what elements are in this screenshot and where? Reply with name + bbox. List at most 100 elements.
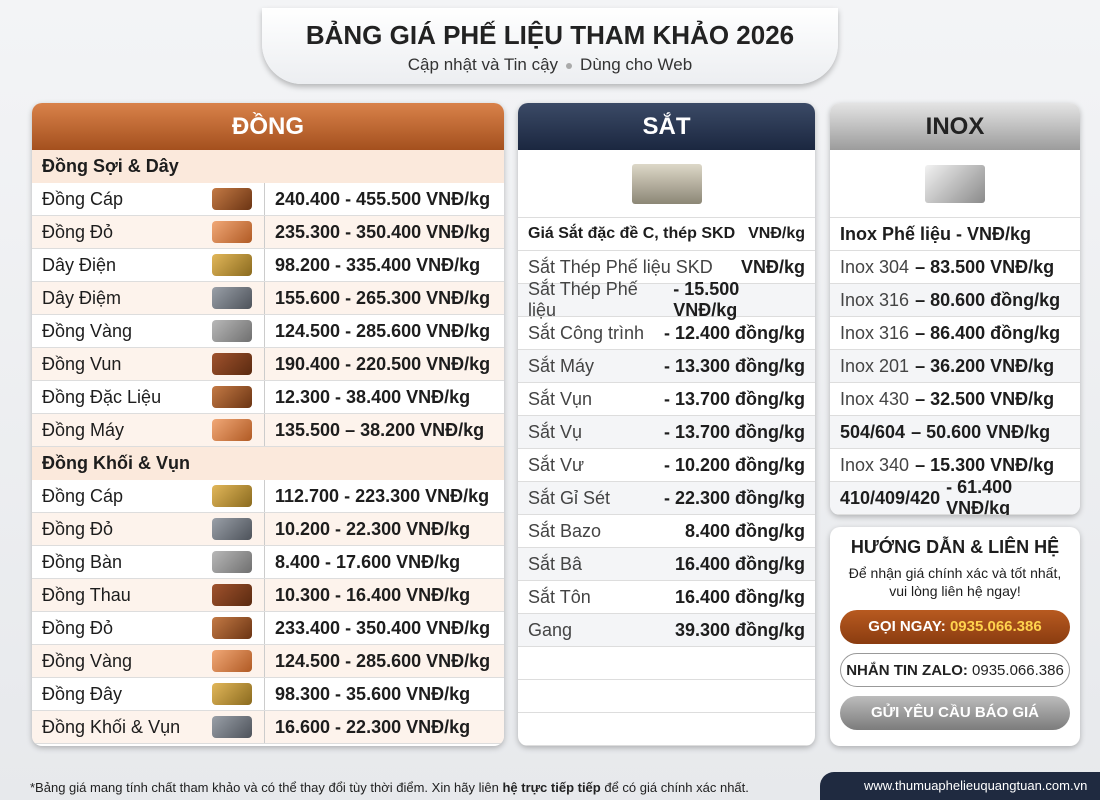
price-row: Đồng Máy 135.500 – 38.200 VNĐ/kg <box>32 414 504 447</box>
item-name: Đồng Đây <box>42 683 123 704</box>
empty-row <box>518 713 815 746</box>
item-icon <box>212 221 252 243</box>
price-row: Đồng Thau 10.300 - 16.400 VNĐ/kg <box>32 579 504 612</box>
item-icon <box>212 254 252 276</box>
item-name: Đồng Đặc Liệu <box>42 386 162 407</box>
price-row: Inox 201– 36.200 VNĐ/kg <box>830 350 1080 383</box>
contact-title: HƯỚNG DẪN & LIÊN HỆ <box>850 537 1060 557</box>
item-name: Sắt Vụn <box>528 388 593 409</box>
zalo-button[interactable]: NHẮN TIN ZALO: 0935.066.386 <box>840 653 1070 688</box>
item-name: Sắt Vư <box>528 454 585 475</box>
item-icon <box>212 320 252 342</box>
item-name: Sắt Bazo <box>528 520 602 541</box>
price-row: Inox 304– 83.500 VNĐ/kg <box>830 251 1080 284</box>
item-name: Sắt Gỉ Sét <box>528 487 611 508</box>
item-name: Sắt Công trình <box>528 322 645 343</box>
empty-row <box>518 680 815 713</box>
item-price: – 80.600 đồng/kg <box>915 289 1061 310</box>
item-price: - 12.400 đồng/kg <box>663 322 805 343</box>
price-row: Dây Điệm 155.600 - 265.300 VNĐ/kg <box>32 282 504 315</box>
item-icon <box>212 287 252 309</box>
item-name: Inox 304 <box>840 256 910 277</box>
panel-title: ĐỒNG <box>32 103 504 150</box>
name-cell: Đồng Đỏ <box>42 216 265 248</box>
item-name: Dây Điện <box>42 254 117 275</box>
quote-button[interactable]: GỬI YÊU CẦU BÁO GIÁ <box>840 696 1070 731</box>
price-row: Sắt Bâ 16.400 đồng/kg <box>518 548 815 581</box>
price-row: Sắt Thép Phế liệu SKD VNĐ/kg <box>518 251 815 284</box>
item-price: - 10.200 đồng/kg <box>663 454 805 475</box>
item-price: 98.200 - 335.400 VNĐ/kg <box>275 254 481 275</box>
name-cell: Đồng Vàng <box>42 645 265 677</box>
item-price: VNĐ/kg <box>740 256 805 277</box>
item-price: 10.200 - 22.300 VNĐ/kg <box>275 518 471 539</box>
table-heading: Inox Phế liệu - VNĐ/kg <box>830 218 1080 251</box>
item-price: 98.300 - 35.600 VNĐ/kg <box>275 683 471 704</box>
website-link[interactable]: www.thumuaphelieuquangtuan.com.vn <box>820 772 1100 800</box>
price-row: Inox 430– 32.500 VNĐ/kg <box>830 383 1080 416</box>
item-price: 135.500 – 38.200 VNĐ/kg <box>275 419 485 440</box>
zalo-label: NHẮN TIN ZALO: <box>846 662 968 680</box>
call-phone: 0935.066.386 <box>949 618 1042 636</box>
price-row: Sắt Bazo 8.400 đồng/kg <box>518 515 815 548</box>
item-price: – 36.200 VNĐ/kg <box>915 355 1055 376</box>
item-name: 504/604 <box>840 421 906 442</box>
item-price: 235.300 - 350.400 VNĐ/kg <box>275 221 491 242</box>
item-name: Inox 316 <box>840 322 910 343</box>
panel-title: SẮT <box>518 103 815 150</box>
section-heading: Đồng Sợi & Dây <box>32 150 504 183</box>
item-price: 155.600 - 265.300 VNĐ/kg <box>275 287 491 308</box>
item-price: 233.400 - 350.400 VNĐ/kg <box>275 617 491 638</box>
item-name: Đồng Thau <box>42 584 131 605</box>
item-name: Sắt Thép Phế liệu SKD <box>528 256 713 277</box>
item-name: Đồng Cáp <box>42 485 124 506</box>
item-name: Đồng Máy <box>42 419 125 440</box>
heading-unit: VNĐ/kg <box>748 225 805 242</box>
price-row: Đồng Vàng 124.500 - 285.600 VNĐ/kg <box>32 315 504 348</box>
price-row: Sắt Tôn 16.400 đồng/kg <box>518 581 815 614</box>
price-row: Sắt Gỉ Sét - 22.300 đồng/kg <box>518 482 815 515</box>
item-price: - 15.500 VNĐ/kg <box>673 279 740 320</box>
price-row: Inox 316– 86.400 đồng/kg <box>830 317 1080 350</box>
price-row: Đồng Cáp 112.700 - 223.300 VNĐ/kg <box>32 480 504 513</box>
item-name: Inox 201 <box>840 355 910 376</box>
item-icon <box>212 551 252 573</box>
item-price: 16.400 đồng/kg <box>674 586 805 607</box>
call-button[interactable]: GỌI NGAY: 0935.066.386 <box>840 610 1070 645</box>
price-row: Sắt Máy - 13.300 đồng/kg <box>518 350 815 383</box>
call-label: GỌI NGAY: <box>868 618 946 636</box>
name-cell: Đồng Khối & Vụn <box>42 711 265 743</box>
name-cell: Đồng Cáp <box>42 480 265 512</box>
price-row: Sắt Công trình - 12.400 đồng/kg <box>518 317 815 350</box>
contact-panel: HƯỚNG DẪN & LIÊN HỆ Để nhận giá chính xá… <box>830 527 1080 746</box>
item-icon <box>212 353 252 375</box>
stainless-icon <box>830 150 1080 218</box>
item-name: Đồng Vun <box>42 353 122 374</box>
item-name: Sắt Máy <box>528 355 595 376</box>
item-price: – 86.400 đồng/kg <box>915 322 1061 343</box>
name-cell: Dây Điện <box>42 249 265 281</box>
item-name: Đồng Bàn <box>42 551 123 572</box>
stainless-panel: INOX Inox Phế liệu - VNĐ/kg Inox 304– 83… <box>830 103 1080 515</box>
price-row: Gang 39.300 đồng/kg <box>518 614 815 647</box>
price-row: Đồng Bàn 8.400 - 17.600 VNĐ/kg <box>32 546 504 579</box>
item-icon <box>212 716 252 738</box>
note-text: *Bảng giá mang tính chất tham khảo và có… <box>30 780 503 795</box>
item-name: Đồng Vàng <box>42 320 133 341</box>
item-name: 410/409/420 <box>840 487 941 508</box>
item-price: - 22.300 đồng/kg <box>663 487 805 508</box>
item-icon <box>212 419 252 441</box>
item-price: 8.400 đồng/kg <box>684 520 805 541</box>
item-price: - 13.700 đồng/kg <box>663 421 805 442</box>
price-row: Đồng Vàng 124.500 - 285.600 VNĐ/kg <box>32 645 504 678</box>
note-text: để có giá chính xác nhất. <box>600 780 749 795</box>
item-price: - 13.300 đồng/kg <box>663 355 805 376</box>
item-price: 8.400 - 17.600 VNĐ/kg <box>275 551 461 572</box>
item-name: Sắt Thép Phế liệu <box>528 279 638 320</box>
iron-panel: SẮT Giá Sắt đặc đề C, thép SKD VNĐ/kg Sắt… <box>518 103 815 746</box>
item-price: 16.400 đồng/kg <box>674 553 805 574</box>
zalo-phone: 0935.066.386 <box>972 662 1064 680</box>
item-price: - 61.400 VNĐ/kg <box>946 477 1013 515</box>
name-cell: Đồng Đặc Liệu <box>42 381 265 413</box>
